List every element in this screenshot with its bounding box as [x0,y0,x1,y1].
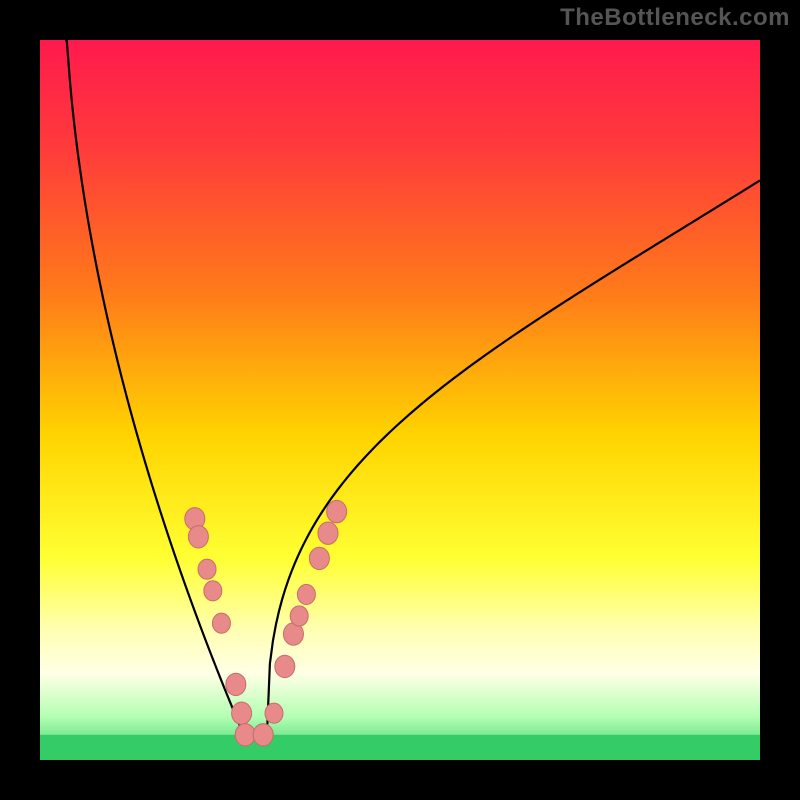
data-marker [235,724,255,746]
plot-background [40,40,760,760]
data-marker [318,522,338,544]
data-marker [226,673,246,695]
data-marker [204,581,222,601]
data-marker [253,724,273,746]
data-marker [275,655,295,677]
data-marker [327,500,347,522]
data-marker [188,526,208,548]
data-marker [212,613,230,633]
data-marker [309,547,329,569]
data-marker [297,584,315,604]
watermark-label: TheBottleneck.com [560,4,790,32]
chart-svg [0,0,800,800]
data-marker [265,703,283,723]
data-marker [290,606,308,626]
data-marker [232,702,252,724]
bottom-green-band [40,735,760,760]
data-marker [198,559,216,579]
chart-root: TheBottleneck.com [0,0,800,800]
